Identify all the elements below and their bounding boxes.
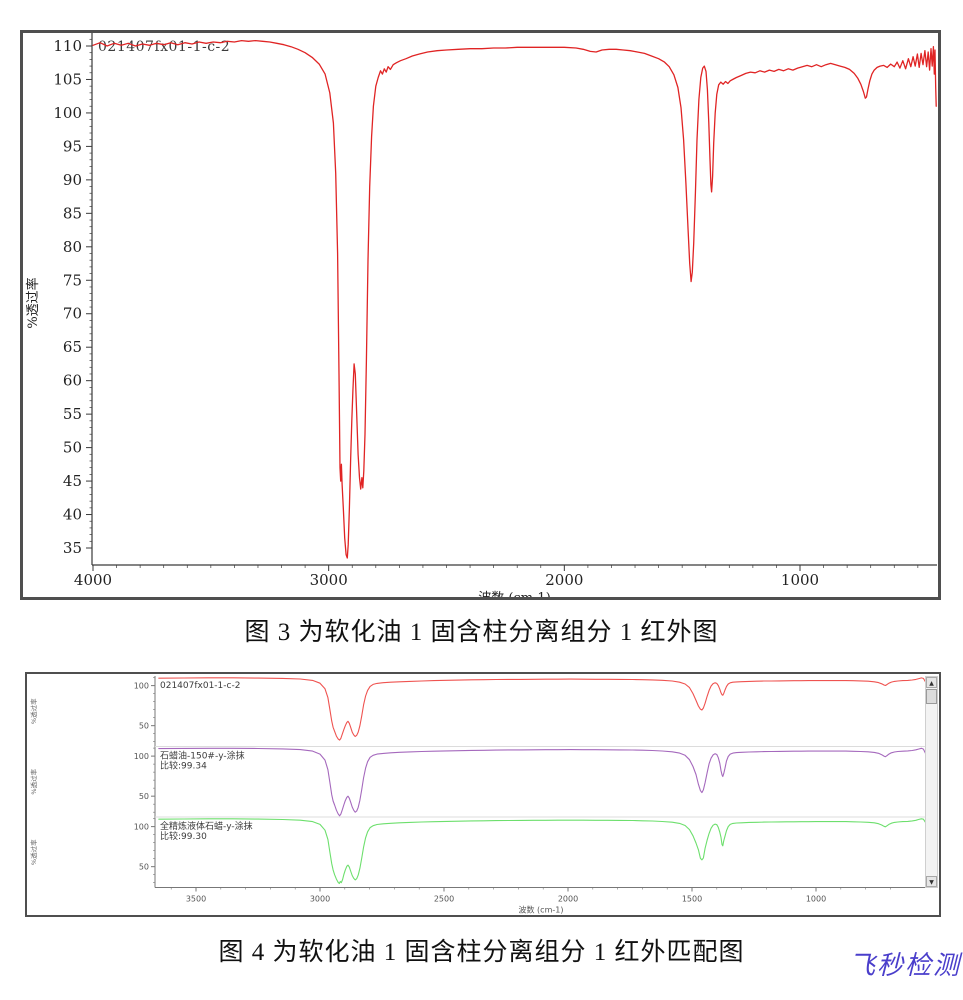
x-tick-label: 1000: [806, 895, 826, 904]
y-tick-label: 110: [53, 37, 82, 55]
y-tick-label: 35: [63, 539, 82, 557]
panel-match-value: 比较:99.30: [160, 830, 207, 842]
figure3-caption: 图 3 为软化油 1 固含柱分离组分 1 红外图: [244, 619, 719, 646]
x-axis-title: 波数 (cm-1): [478, 591, 551, 597]
spectrum-trace: [158, 818, 927, 885]
x-tick-label: 2000: [558, 895, 578, 904]
x-tick-label: 1000: [781, 571, 819, 589]
y-tick-label: 100: [53, 104, 82, 122]
ir-spectrum-chart: 110 105 100 95 90 85 80 75 70 65 60 55 50 45 40 35 4000 3…: [25, 33, 937, 597]
x-tick-label: 4000: [74, 571, 112, 589]
scroll-down-icon[interactable]: ▼: [926, 876, 937, 887]
y-tick-label: 70: [63, 305, 82, 323]
y-tick-label: 80: [63, 238, 82, 256]
y-axis-title: %透过率: [29, 698, 38, 724]
y-tick-label: 60: [63, 372, 82, 390]
ir-match-figure: 3500 3000 2500 2000 1500 1000 波数 (cm-1) 100 50 %透…: [25, 672, 941, 917]
y-axis-title: %透过率: [29, 768, 38, 794]
y-tick-label: 95: [63, 137, 82, 155]
x-tick-label: 1500: [682, 895, 702, 904]
x-tick-label: 2000: [545, 571, 583, 589]
y-tick-label: 75: [63, 271, 82, 289]
y-tick-label: 90: [63, 171, 82, 189]
x-axis-title: 波数 (cm-1): [519, 905, 564, 915]
ir-match-chart: 3500 3000 2500 2000 1500 1000 波数 (cm-1) 100 50 %透…: [29, 676, 927, 915]
watermark: 飞秒检测: [848, 951, 961, 981]
panel-match-value: 比较:99.34: [160, 760, 207, 772]
y-tick-label: 105: [53, 70, 82, 88]
y-axis-title: %透过率: [29, 839, 38, 865]
y-tick-label: 50: [139, 722, 149, 731]
x-tick-label: 3000: [310, 571, 348, 589]
y-tick-label: 50: [139, 792, 149, 801]
panel-label: 石蜡油-150#-y-涂抹: [160, 750, 245, 762]
y-tick-label: 100: [134, 682, 149, 691]
y-tick-label: 45: [63, 472, 82, 490]
y-tick-label: 85: [63, 204, 82, 222]
spectrum-trace: [158, 747, 927, 817]
x-tick-label: 3500: [186, 895, 206, 904]
y-tick-label: 50: [139, 863, 149, 872]
spectrum-trace: [158, 677, 927, 741]
figure4-caption: 图 4 为软化油 1 固含柱分离组分 1 红外匹配图: [218, 939, 745, 966]
y-tick-label: 65: [63, 338, 82, 356]
scrollbar-thumb[interactable]: [926, 689, 937, 704]
y-tick-label: 55: [63, 405, 82, 423]
y-tick-label: 50: [63, 439, 82, 457]
scrollbar[interactable]: ▲ ▼: [925, 676, 938, 888]
scroll-up-icon[interactable]: ▲: [926, 677, 937, 688]
spectrum-title: 021407fx01-1-c-2: [98, 39, 230, 55]
panel-label: 021407fx01-1-c-2: [160, 681, 240, 691]
panel-label: 全精炼液体石蜡-y-涂抹: [160, 820, 253, 832]
y-tick-label: 100: [134, 823, 149, 832]
y-tick-label: 40: [63, 506, 82, 524]
x-tick-label: 3000: [310, 895, 330, 904]
x-tick-label: 2500: [434, 895, 454, 904]
spectrum-trace: [92, 39, 937, 559]
ir-spectrum-figure: 110 105 100 95 90 85 80 75 70 65 60 55 50 45 40 35 4000 3…: [20, 30, 941, 600]
y-tick-label: 100: [134, 752, 149, 761]
y-axis-title: %透过率: [25, 277, 41, 328]
